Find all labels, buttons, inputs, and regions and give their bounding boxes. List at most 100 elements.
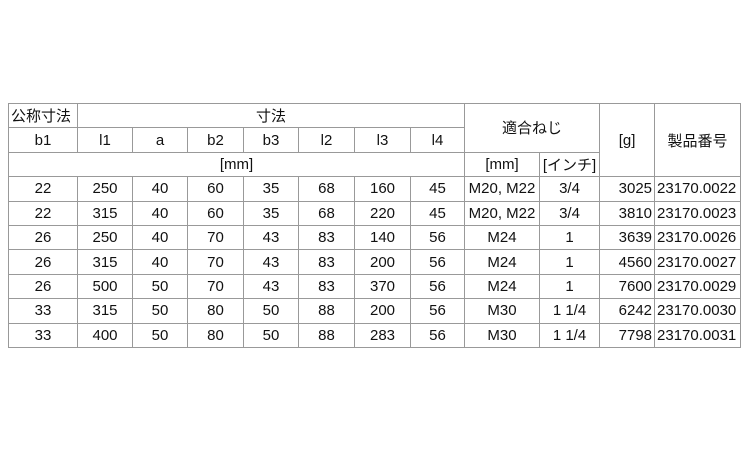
table-cell: 315 xyxy=(77,200,133,226)
header-product-no: 製品番号 xyxy=(654,102,742,178)
table-cell: 200 xyxy=(354,298,411,324)
table-cell: 50 xyxy=(132,273,188,300)
table-cell: 83 xyxy=(298,224,355,251)
table-cell: 200 xyxy=(354,249,411,275)
table-cell: 1 xyxy=(539,273,601,300)
table-row: 22 315 40 60 35 68 220 45 M20, M22 3/4 3810 23170.0… xyxy=(8,200,742,226)
table-row: 26 315 40 70 43 83 200 56 M24 1 4560 23170.0027 xyxy=(8,249,742,275)
thread-inch-unit: [インチ] xyxy=(539,151,601,178)
header-thread: 適合ねじ xyxy=(464,103,601,153)
table-cell: 3810 xyxy=(599,200,656,226)
table-cell: 250 xyxy=(77,224,133,251)
header-col: l2 xyxy=(298,127,355,153)
table-cell: 40 xyxy=(132,200,188,226)
table-cell: 370 xyxy=(354,273,411,300)
table-row: 33 315 50 80 50 88 200 56 M30 1 1/4 6242 23170.0030 xyxy=(8,298,742,324)
table-cell: 56 xyxy=(409,273,466,300)
table-cell: 7600 xyxy=(599,273,656,300)
table-cell: 23170.0030 xyxy=(654,298,742,324)
header-weight: [g] xyxy=(599,102,656,178)
table-cell: 7798 xyxy=(599,322,656,348)
header-col: b2 xyxy=(187,127,244,153)
header-col: l1 xyxy=(77,127,133,153)
table-cell: 4560 xyxy=(599,249,656,275)
table-cell: 45 xyxy=(409,176,466,202)
table-cell: 315 xyxy=(77,298,133,324)
table-cell: 80 xyxy=(187,298,244,324)
table-cell: 3/4 xyxy=(539,176,601,202)
table-cell: 140 xyxy=(354,224,411,251)
table-cell: 400 xyxy=(77,322,133,348)
table-cell: 60 xyxy=(187,200,244,226)
table-cell: 43 xyxy=(243,273,299,300)
table-cell: 40 xyxy=(132,249,188,275)
table-cell: 23170.0023 xyxy=(654,200,742,226)
table-cell: 6242 xyxy=(599,298,656,324)
table-cell: 1 1/4 xyxy=(539,322,601,348)
table-cell: 88 xyxy=(298,298,355,324)
table-cell: 23170.0022 xyxy=(654,176,742,202)
table-cell: 35 xyxy=(243,200,299,226)
header-row-1: 公称寸法 寸法 適合ねじ [g] 製品番号 xyxy=(8,102,742,178)
header-col: b1 xyxy=(8,127,78,153)
table-cell: 23170.0027 xyxy=(654,249,742,275)
table-cell: 80 xyxy=(187,322,244,348)
table-cell: 160 xyxy=(354,176,411,202)
table-cell: 60 xyxy=(187,176,244,202)
table-cell: 56 xyxy=(409,224,466,251)
table-cell: 56 xyxy=(409,298,466,324)
table-cell: 26 xyxy=(8,249,78,275)
table-cell: 40 xyxy=(132,224,188,251)
header-col: l4 xyxy=(409,127,466,153)
table-cell: 22 xyxy=(8,200,78,226)
header-dimensions: 寸法 xyxy=(76,102,466,129)
table-cell: 1 xyxy=(539,224,601,251)
table-cell: 45 xyxy=(409,200,466,226)
header-col: b3 xyxy=(243,127,299,153)
table-cell: M24 xyxy=(464,224,541,251)
header-row-3: [mm] [mm] [インチ] xyxy=(7,151,741,178)
table-cell: 250 xyxy=(77,176,133,202)
table-cell: 70 xyxy=(187,249,244,275)
table-row: 33 400 50 80 50 88 283 56 M30 1 1/4 7798 23170.0031 xyxy=(8,322,742,348)
table-cell: 50 xyxy=(243,322,299,348)
table-row: 26 250 40 70 43 83 140 56 M24 1 3639 23170.0026 xyxy=(8,224,742,251)
table-cell: 43 xyxy=(243,249,299,275)
unit-mm: [mm] xyxy=(7,151,466,178)
table-cell: 70 xyxy=(187,224,244,251)
table-cell: 68 xyxy=(298,176,355,202)
table-cell: M24 xyxy=(464,273,541,300)
table-cell: 40 xyxy=(132,176,188,202)
table-cell: 3639 xyxy=(599,224,656,251)
table-cell: 83 xyxy=(298,273,355,300)
table-cell: 50 xyxy=(132,322,188,348)
table-cell: 26 xyxy=(8,273,78,300)
table-cell: 3/4 xyxy=(539,200,601,226)
header-nominal: 公称寸法 xyxy=(8,102,78,129)
table-cell: 23170.0031 xyxy=(654,322,742,348)
table-cell: 68 xyxy=(298,200,355,226)
table-cell: 70 xyxy=(187,273,244,300)
table-cell: 33 xyxy=(8,298,78,324)
table-cell: 88 xyxy=(298,322,355,348)
table-cell: 26 xyxy=(8,224,78,251)
table-cell: 33 xyxy=(8,322,78,348)
table-cell: 35 xyxy=(243,176,299,202)
table-cell: 56 xyxy=(409,322,466,348)
table-cell: 315 xyxy=(77,249,133,275)
table-cell: 3025 xyxy=(599,176,656,202)
header-col: l3 xyxy=(354,127,411,153)
table-cell: M30 xyxy=(464,322,541,348)
table-cell: 83 xyxy=(298,249,355,275)
table-cell: 23170.0026 xyxy=(654,224,742,251)
table-row: 22 250 40 60 35 68 160 45 M20, M22 3/4 3025 23170.0… xyxy=(8,176,742,202)
table-cell: 220 xyxy=(354,200,411,226)
table-cell: M20, M22 xyxy=(464,200,541,226)
table-cell: 56 xyxy=(409,249,466,275)
table-cell: 50 xyxy=(243,298,299,324)
table-cell: 1 xyxy=(539,249,601,275)
table-cell: 22 xyxy=(8,176,78,202)
table-cell: 23170.0029 xyxy=(654,273,742,300)
table-cell: 500 xyxy=(77,273,133,300)
table-row: 26 500 50 70 43 83 370 56 M24 1 7600 23170.0029 xyxy=(8,273,742,300)
